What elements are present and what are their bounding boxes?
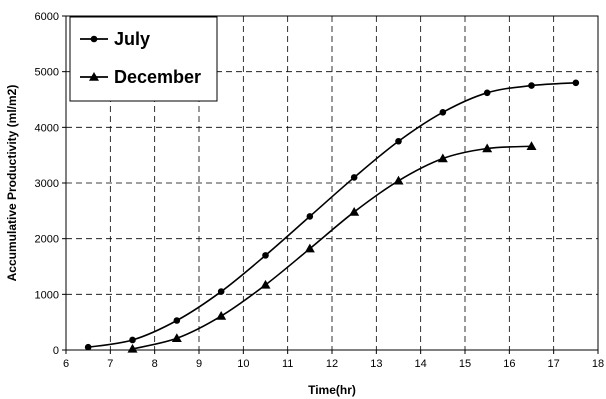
x-tick-label: 9 — [196, 358, 202, 370]
legend-box — [69, 16, 218, 102]
data-point-december — [526, 141, 537, 151]
data-point-december — [216, 311, 227, 320]
data-point-december — [171, 333, 182, 343]
x-tick-label: 15 — [459, 358, 471, 370]
data-point-july — [173, 317, 181, 324]
y-tick-label: 2000 — [35, 234, 59, 246]
data-point-july — [262, 252, 269, 259]
y-tick-label: 0 — [53, 345, 59, 357]
x-tick-label: 6 — [63, 358, 69, 370]
data-point-july — [483, 89, 491, 97]
grid-lines — [66, 16, 598, 350]
legend-item-december: December — [80, 67, 201, 87]
x-tick-label: 18 — [592, 358, 604, 370]
x-tick-label: 11 — [282, 358, 293, 370]
series-july — [84, 79, 580, 351]
legend-item-july: July — [80, 29, 150, 49]
data-point-december — [349, 206, 360, 216]
data-point-july — [129, 336, 136, 344]
data-point-december — [393, 175, 404, 185]
legend-marker-july — [90, 35, 98, 43]
data-point-july — [395, 137, 402, 145]
series-line-december — [132, 145, 532, 350]
data-point-july — [217, 288, 225, 295]
data-point-july — [306, 213, 314, 220]
series-line-july — [88, 82, 576, 349]
x-tick-label: 17 — [548, 358, 560, 370]
y-tick-label: 4000 — [35, 122, 59, 134]
data-point-july — [84, 343, 92, 351]
legend-label-july: July — [114, 29, 150, 49]
legend: July December — [69, 16, 218, 102]
series-layer — [84, 79, 580, 353]
legend-label-december: December — [114, 67, 201, 87]
x-tick-label: 13 — [370, 358, 382, 370]
y-tick-label: 1000 — [35, 289, 59, 301]
data-point-december — [482, 143, 493, 153]
axis-ticks: 6 7 8 9 10 11 12 13 14 15 16 17 18 0 1000 2000 3000 4000 5… — [35, 11, 605, 370]
x-tick-label: 12 — [326, 358, 338, 370]
x-axis-title: Time(hr) — [308, 383, 356, 397]
legend-marker-december — [89, 72, 99, 81]
x-tick-label: 10 — [237, 358, 249, 370]
y-tick-label: 5000 — [35, 67, 59, 79]
y-tick-label: 6000 — [35, 11, 59, 23]
data-point-december — [437, 153, 448, 163]
x-tick-label: 8 — [152, 358, 158, 370]
x-tick-label: 16 — [503, 358, 515, 370]
y-axis-title: Accumulative Productivity (ml/m2) — [5, 85, 19, 282]
x-tick-label: 7 — [107, 358, 113, 370]
data-point-december — [260, 279, 271, 289]
data-point-july — [528, 82, 535, 89]
x-tick-label: 14 — [415, 358, 427, 370]
y-tick-label: 3000 — [35, 178, 59, 190]
data-point-july — [572, 79, 580, 87]
data-point-december — [304, 243, 315, 253]
data-point-july — [439, 109, 447, 116]
data-point-july — [350, 174, 358, 181]
